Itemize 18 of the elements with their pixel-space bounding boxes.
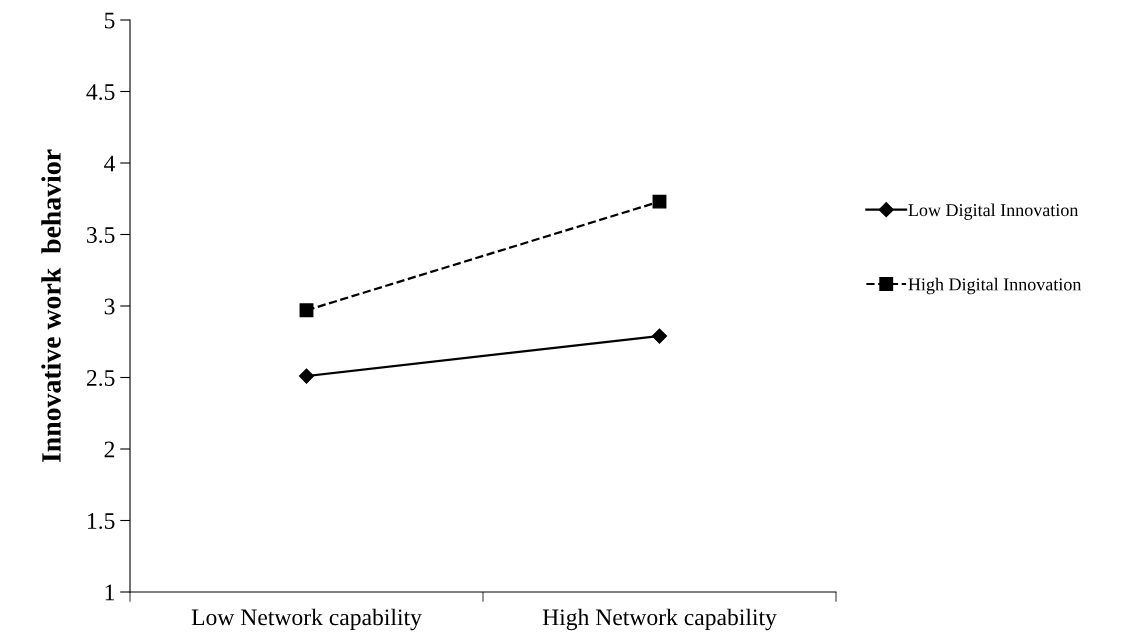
x-tick-label: High Network capability bbox=[542, 608, 777, 631]
y-tick-label: 1 bbox=[105, 584, 114, 601]
y-tick-label: 3 bbox=[104, 298, 115, 315]
y-tick-label: 2.5 bbox=[86, 370, 115, 387]
y-tick-label: 4 bbox=[104, 155, 116, 172]
legend-label: Low Digital Innovation bbox=[908, 203, 1079, 220]
y-tick-label: 4.5 bbox=[86, 84, 115, 101]
y-axis-title: Innovative work behavior bbox=[41, 149, 61, 463]
point bbox=[651, 328, 668, 344]
y-tick-label: 3.5 bbox=[87, 227, 115, 244]
point bbox=[298, 368, 315, 384]
legend-label: High Digital Innovation bbox=[908, 277, 1082, 295]
y-tick-label: 1.5 bbox=[87, 513, 115, 530]
y-tick-label: 5 bbox=[104, 12, 115, 29]
x-tick-label: Low Network capability bbox=[191, 608, 422, 631]
y-tick-label: 2 bbox=[104, 441, 115, 458]
point bbox=[299, 303, 314, 318]
point bbox=[652, 194, 667, 209]
